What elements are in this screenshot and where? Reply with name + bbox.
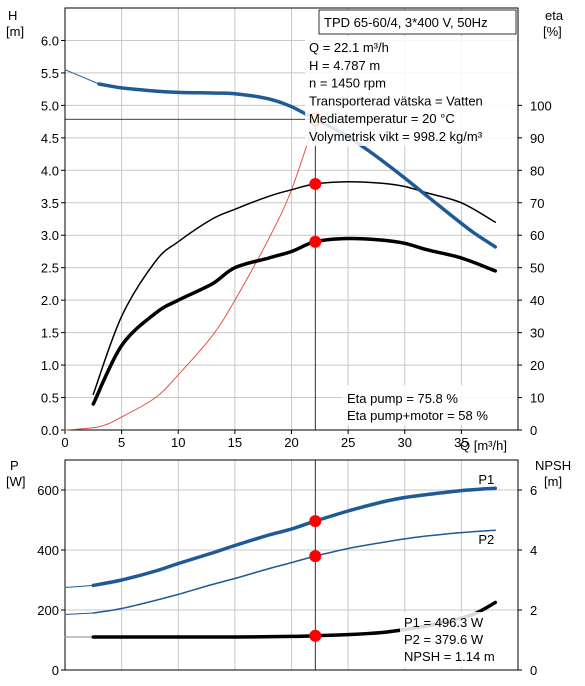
top-y2-tick-label: 60: [530, 228, 544, 243]
info-line: Transporterad vätska = Vatten: [309, 93, 483, 108]
power-info-line: P1 = 496.3 W: [404, 615, 484, 630]
top-y-tick-label: 0.5: [41, 391, 59, 406]
p2-series-label: P2: [478, 532, 494, 547]
info-line: Q = 22.1 m³/h: [309, 40, 389, 55]
top-grid: [61, 8, 522, 434]
top-y-tick-label: 3.5: [41, 196, 59, 211]
top-plot-frame: [64, 7, 519, 431]
bottom-plot-frame: [64, 459, 519, 671]
operating-point-marker: [309, 629, 322, 642]
top-y-tick-label: 5.5: [41, 66, 59, 81]
top-x-tick-label: 0: [61, 435, 68, 450]
top-x-tick-label: 30: [398, 435, 412, 450]
top-y-tick-label: 3.0: [41, 228, 59, 243]
top-x-tick-label: 5: [118, 435, 125, 450]
bottom-y2-tick-label: 2: [530, 603, 537, 618]
bottom-y-tick-label: 400: [37, 543, 59, 558]
top-y-tick-label: 2.0: [41, 293, 59, 308]
system-curve-line: [64, 118, 316, 431]
operating-point-marker: [309, 235, 322, 248]
bottom-left-axis-unit: [W]: [6, 474, 26, 489]
top-left-axis-unit: [m]: [6, 24, 24, 39]
top-y2-tick-label: 30: [530, 326, 544, 341]
power-info-line: P2 = 379.6 W: [404, 632, 484, 647]
bottom-right-axis-name: NPSH: [535, 458, 571, 473]
info-line: n = 1450 rpm: [309, 76, 386, 91]
top-right-axis-unit: [%]: [543, 24, 562, 39]
top-left-axis-name: H: [8, 8, 17, 23]
top-y2-tick-label: 0: [530, 423, 537, 438]
power-info-line: NPSH = 1.14 m: [404, 649, 495, 664]
head-curve-thin-line: [64, 69, 100, 85]
top-y2-tick-label: 70: [530, 196, 544, 211]
top-y2-tick-label: 80: [530, 163, 544, 178]
chart-title: TPD 65-60/4, 3*400 V, 50Hz: [324, 15, 488, 30]
top-y-tick-label: 1.0: [41, 358, 59, 373]
top-y-tick-label: 0.0: [41, 423, 59, 438]
info-line: Volymetrisk vikt = 998.2 kg/m³: [309, 129, 483, 144]
top-y2-tick-label: 100: [530, 98, 552, 113]
bottom-y2-tick-label: 0: [530, 663, 537, 678]
top-x-tick-label: 35: [454, 435, 468, 450]
bottom-y-tick-label: 200: [37, 603, 59, 618]
operating-point-marker: [309, 515, 322, 528]
bottom-y2-tick-label: 4: [530, 543, 537, 558]
eta-info-block: [342, 385, 517, 425]
p1-curve-thin-line: [64, 584, 94, 588]
top-x-axis-label: Q [m³/h]: [460, 438, 507, 453]
top-y-tick-label: 6.0: [41, 33, 59, 48]
operating-point-marker: [309, 177, 322, 190]
operating-point-marker: [309, 550, 322, 563]
eta-pump-curve-line: [92, 180, 497, 396]
p1-series-label: P1: [478, 472, 494, 487]
info-line: H = 4.787 m: [309, 58, 380, 73]
top-y-tick-label: 5.0: [41, 98, 59, 113]
info-block: [305, 36, 517, 146]
info-line: Mediatemperatur = 20 °C: [309, 111, 455, 126]
top-y2-tick-label: 50: [530, 261, 544, 276]
p1-curve-line: [91, 486, 498, 588]
bottom-y-tick-label: 600: [37, 483, 59, 498]
top-y-tick-label: 2.5: [41, 261, 59, 276]
top-y-tick-label: 4.0: [41, 163, 59, 178]
top-y2-tick-label: 40: [530, 293, 544, 308]
top-x-tick-label: 20: [284, 435, 298, 450]
bottom-left-axis-name: P: [10, 458, 19, 473]
title-box: [318, 9, 517, 35]
top-y2-tick-label: 10: [530, 391, 544, 406]
top-y-tick-label: 4.5: [41, 131, 59, 146]
bottom-y2-tick-label: 6: [530, 483, 537, 498]
bottom-right-axis-unit: [m]: [544, 474, 562, 489]
top-x-tick-label: 10: [171, 435, 185, 450]
p2-curve-line: [92, 529, 497, 614]
eta-total-curve-line: [91, 236, 498, 406]
eta-info-line: Eta pump+motor = 58 %: [347, 408, 488, 423]
eta-info-line: Eta pump = 75.8 %: [347, 391, 458, 406]
top-x-tick-label: 15: [228, 435, 242, 450]
top-y2-tick-label: 20: [530, 358, 544, 373]
power-info-block: [400, 612, 517, 668]
bottom-y-tick-label: 0: [52, 663, 59, 678]
p2-curve-thin-line: [64, 612, 94, 615]
top-y-tick-label: 1.5: [41, 326, 59, 341]
top-y2-tick-label: 90: [530, 131, 544, 146]
top-x-tick-label: 25: [341, 435, 355, 450]
top-right-axis-name: eta: [545, 8, 564, 23]
